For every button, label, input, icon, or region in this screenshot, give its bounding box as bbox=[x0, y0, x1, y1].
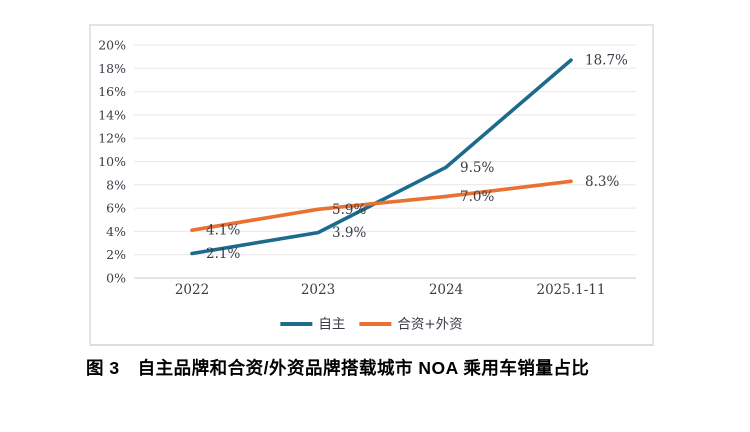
data-label: 9.5% bbox=[460, 160, 494, 176]
y-tick-label: 12% bbox=[98, 131, 126, 146]
y-tick-label: 4% bbox=[106, 224, 126, 239]
y-tick-label: 14% bbox=[98, 107, 126, 122]
data-label: 4.1% bbox=[206, 223, 240, 239]
legend-label: 自主 bbox=[318, 317, 345, 333]
y-tick-label: 18% bbox=[98, 61, 126, 76]
x-axis-label: 2022 bbox=[175, 282, 209, 298]
legend-label: 合资+外资 bbox=[397, 317, 462, 333]
series-line-合资+外资 bbox=[190, 179, 573, 232]
x-axis-label: 2023 bbox=[301, 282, 335, 298]
chart-panel: 0% 2% 4% 6% 8% 10% 12% 14% 16% 18% 20% 2022 2023 2024… bbox=[89, 24, 654, 346]
y-tick-label: 6% bbox=[106, 201, 126, 216]
y-tick-label: 16% bbox=[98, 84, 126, 99]
y-tick-label: 2% bbox=[106, 247, 126, 262]
legend: 自主 合资+外资 bbox=[280, 317, 463, 333]
y-tick-label: 0% bbox=[106, 271, 126, 286]
y-tick-label: 8% bbox=[106, 177, 126, 192]
y-tick-label: 20% bbox=[98, 38, 126, 53]
series-line-自主 bbox=[190, 58, 573, 256]
data-label: 3.9% bbox=[332, 225, 366, 241]
data-label: 8.3% bbox=[585, 174, 619, 190]
data-label: 2.1% bbox=[206, 246, 240, 262]
chart-canvas: 0% 2% 4% 6% 8% 10% 12% 14% 16% 18% 20% 2022 2023 2024… bbox=[98, 38, 636, 333]
x-axis-label: 2025.1-11 bbox=[537, 282, 606, 298]
data-label: 18.7% bbox=[585, 53, 628, 69]
x-axis-label: 2024 bbox=[429, 282, 463, 298]
data-label: 7.0% bbox=[460, 189, 494, 205]
y-tick-label: 10% bbox=[98, 154, 126, 169]
figure-caption: 图 3 自主品牌和合资/外资品牌搭载城市 NOA 乘用车销量占比 bbox=[86, 358, 590, 378]
data-label: 5.9% bbox=[332, 202, 366, 218]
